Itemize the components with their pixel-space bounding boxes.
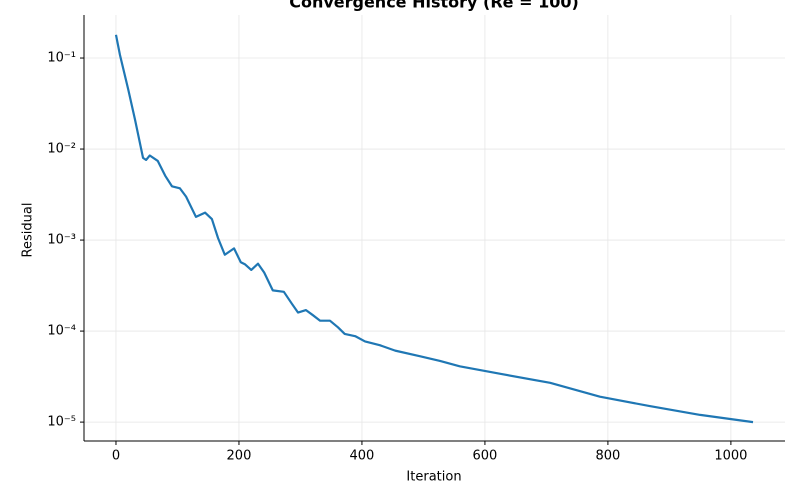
x-tick-label: 800 (595, 449, 620, 464)
x-tick-label: 400 (350, 449, 375, 464)
y-tick-label: 10⁻⁵ (47, 415, 76, 430)
y-tick-label: 10⁻⁴ (47, 324, 76, 339)
y-tick-label: 10⁻³ (47, 233, 76, 248)
x-tick-label: 200 (227, 449, 252, 464)
x-tick-label: 0 (112, 449, 120, 464)
line-series (114, 34, 754, 424)
x-tick-label: 1000 (714, 449, 747, 464)
chart-title: Convergence History (Re = 100) (289, 0, 579, 12)
y-tick-label: 10⁻¹ (47, 51, 76, 66)
y-tick-label: 10⁻² (47, 142, 76, 157)
x-tick-label: 600 (473, 449, 498, 464)
x-axis-label: Iteration (406, 470, 461, 485)
y-axis-label: Residual (21, 203, 36, 258)
